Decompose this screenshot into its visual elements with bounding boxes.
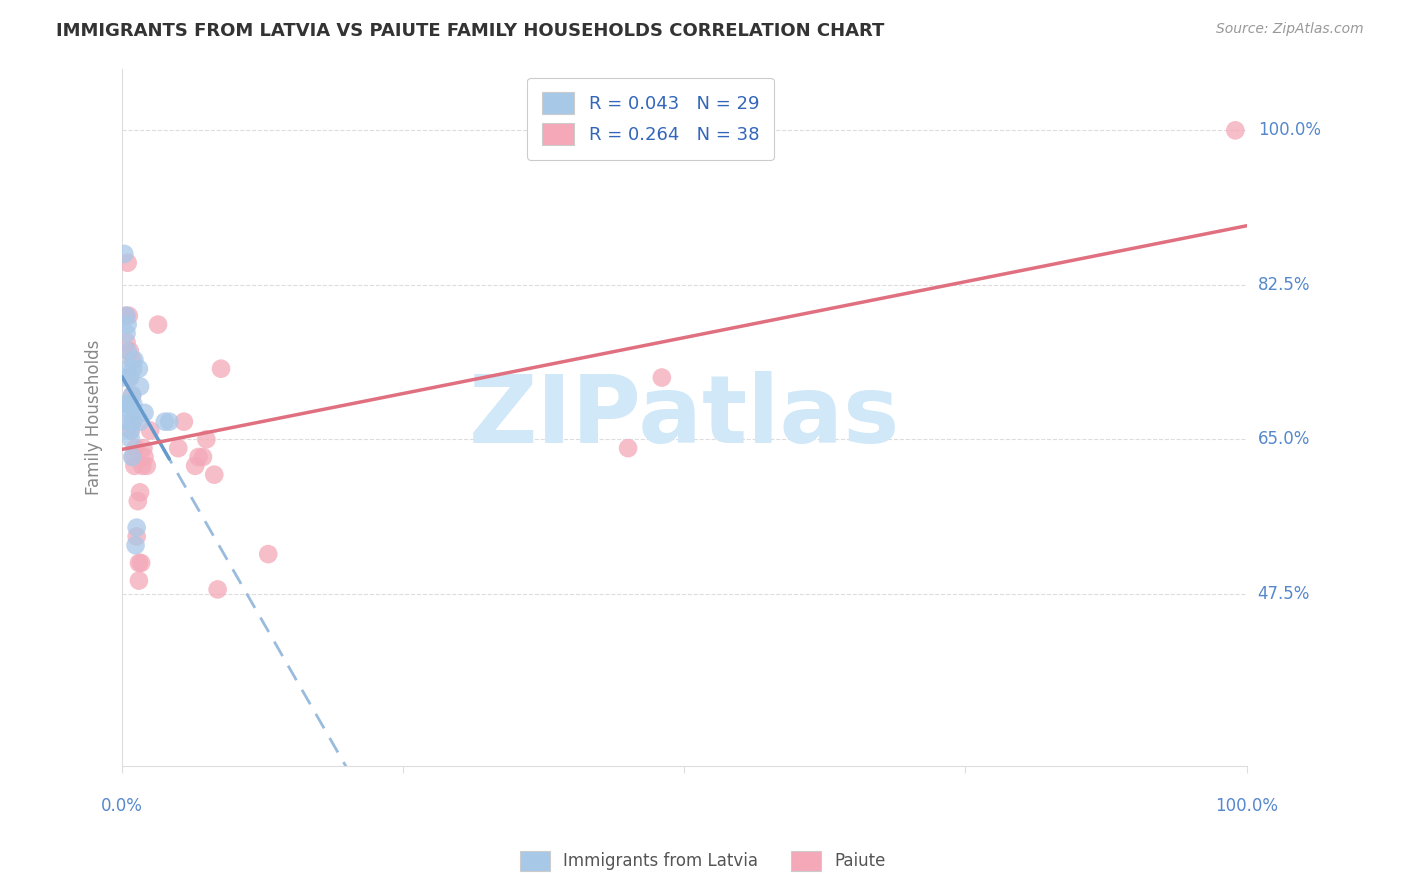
Point (146, 318, 169, 332)
Point (257, 547, 280, 561)
Point (131, 458, 153, 473)
Point (118, 415, 141, 429)
Point (118, 424, 141, 438)
Point (117, 256, 139, 270)
Point (124, 458, 146, 473)
Point (115, 309, 138, 323)
Point (121, 415, 143, 429)
Point (117, 361, 139, 376)
Point (121, 450, 143, 464)
Point (127, 494, 149, 508)
Point (202, 467, 225, 482)
Point (129, 485, 152, 500)
Point (122, 397, 145, 411)
Point (115, 335, 138, 350)
Point (135, 458, 157, 473)
Point (173, 415, 195, 429)
Text: 0.0%: 0.0% (101, 797, 143, 814)
Point (120, 424, 142, 438)
Point (651, 370, 673, 384)
Point (128, 556, 150, 570)
Point (129, 415, 152, 429)
Point (115, 326, 138, 341)
Point (120, 433, 142, 447)
Point (1225, 123, 1247, 137)
Point (129, 379, 152, 393)
Text: 100.0%: 100.0% (1258, 121, 1320, 139)
Point (118, 370, 141, 384)
Point (124, 352, 146, 367)
Legend: Immigrants from Latvia, Paiute: Immigrants from Latvia, Paiute (512, 842, 894, 880)
Point (118, 344, 141, 359)
Point (191, 450, 214, 464)
Point (122, 415, 145, 429)
Point (118, 397, 141, 411)
Point (128, 361, 150, 376)
Point (125, 529, 148, 543)
Point (134, 450, 156, 464)
Point (117, 318, 139, 332)
Point (124, 538, 146, 552)
Point (167, 441, 190, 455)
Point (122, 450, 145, 464)
Point (209, 361, 232, 376)
Text: 47.5%: 47.5% (1258, 585, 1310, 603)
Point (187, 450, 209, 464)
Point (114, 370, 136, 384)
Point (128, 574, 150, 588)
Point (153, 415, 176, 429)
Point (129, 556, 152, 570)
Point (117, 344, 139, 359)
Point (134, 406, 156, 420)
Text: ZIPatlas: ZIPatlas (468, 371, 900, 463)
Point (139, 424, 162, 438)
Point (118, 309, 141, 323)
Point (121, 388, 143, 402)
Point (157, 415, 180, 429)
Point (124, 441, 146, 455)
Point (120, 406, 142, 420)
Point (121, 388, 143, 402)
Point (121, 352, 143, 367)
Point (114, 309, 136, 323)
Text: 100.0%: 100.0% (1215, 797, 1278, 814)
Point (112, 247, 135, 261)
Legend: R = 0.043   N = 29, R = 0.264   N = 38: R = 0.043 N = 29, R = 0.264 N = 38 (527, 78, 773, 160)
Y-axis label: Family Households: Family Households (86, 340, 103, 495)
Point (118, 370, 141, 384)
Point (184, 458, 207, 473)
Point (122, 361, 145, 376)
Text: IMMIGRANTS FROM LATVIA VS PAIUTE FAMILY HOUSEHOLDS CORRELATION CHART: IMMIGRANTS FROM LATVIA VS PAIUTE FAMILY … (56, 22, 884, 40)
Text: 82.5%: 82.5% (1258, 276, 1310, 293)
Point (617, 441, 640, 455)
Point (114, 397, 136, 411)
Point (132, 441, 155, 455)
Point (207, 582, 229, 597)
Text: Source: ZipAtlas.com: Source: ZipAtlas.com (1216, 22, 1364, 37)
Point (195, 433, 218, 447)
Point (125, 521, 148, 535)
Point (118, 397, 141, 411)
Text: 65.0%: 65.0% (1258, 430, 1310, 449)
